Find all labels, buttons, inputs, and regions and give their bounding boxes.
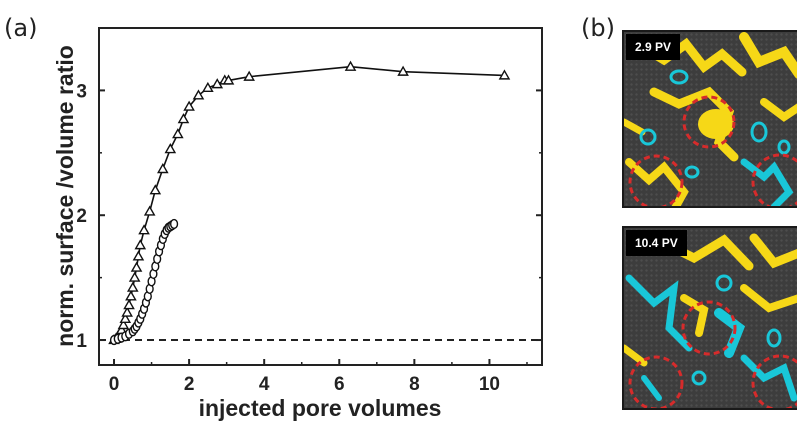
triangle-point bbox=[121, 306, 133, 317]
y-tick-label: 1 bbox=[76, 331, 87, 352]
micrograph-label-top: 2.9 PV bbox=[626, 34, 681, 60]
triangle-point bbox=[143, 205, 156, 216]
triangle-point bbox=[125, 290, 137, 301]
triangle-point bbox=[138, 224, 150, 235]
micrograph-bottom: 10.4 PV bbox=[622, 226, 797, 410]
x-axis-label: injected pore volumes bbox=[199, 395, 442, 421]
panel-b-label: (b) bbox=[581, 14, 615, 42]
triangle-point bbox=[202, 81, 214, 93]
triangle-point bbox=[192, 89, 205, 100]
y-tick-label: 2 bbox=[76, 206, 87, 227]
triangle-point bbox=[344, 60, 357, 71]
triangle-point bbox=[172, 128, 184, 139]
triangle-point bbox=[128, 271, 141, 282]
x-tick-label: 8 bbox=[409, 374, 420, 395]
triangle-point bbox=[177, 113, 190, 124]
y-axis-label: norm. surface /volume ratio bbox=[52, 45, 78, 347]
micrograph-label-bottom: 10.4 PV bbox=[626, 230, 687, 256]
series-layer bbox=[108, 60, 511, 346]
chart-plot: 0 2 4 6 8 10 123 injected pore volumes norm. … bbox=[52, 27, 543, 421]
triangle-point bbox=[117, 319, 130, 330]
triangle-point bbox=[123, 299, 135, 310]
triangle-point bbox=[243, 70, 255, 81]
micrograph-top: 2.9 PV bbox=[622, 30, 797, 208]
x-tick-label: 0 bbox=[109, 374, 120, 395]
triangle-point bbox=[119, 312, 132, 323]
x-ticks: 0 2 4 6 8 10 bbox=[109, 359, 528, 395]
plot-frame bbox=[98, 27, 543, 366]
y-tick-label: 3 bbox=[76, 81, 87, 102]
x-tick-label: 10 bbox=[479, 374, 500, 395]
series-triangle-line bbox=[113, 65, 505, 341]
triangle-point bbox=[222, 74, 235, 85]
triangle-point bbox=[126, 281, 139, 292]
triangle-point bbox=[183, 100, 195, 111]
triangle-point bbox=[164, 143, 177, 154]
triangle-point bbox=[132, 250, 145, 261]
circle-point bbox=[169, 218, 179, 230]
x-tick-label: 2 bbox=[184, 374, 195, 395]
x-tick-label: 6 bbox=[334, 374, 345, 395]
triangle-point bbox=[149, 184, 162, 195]
triangle-point bbox=[397, 65, 409, 76]
triangle-point bbox=[130, 261, 143, 272]
triangle-point bbox=[498, 69, 511, 80]
x-tick-label: 4 bbox=[259, 374, 270, 395]
panel-a-label: (a) bbox=[4, 14, 38, 42]
triangle-point bbox=[157, 163, 169, 174]
triangle-point bbox=[134, 239, 147, 250]
